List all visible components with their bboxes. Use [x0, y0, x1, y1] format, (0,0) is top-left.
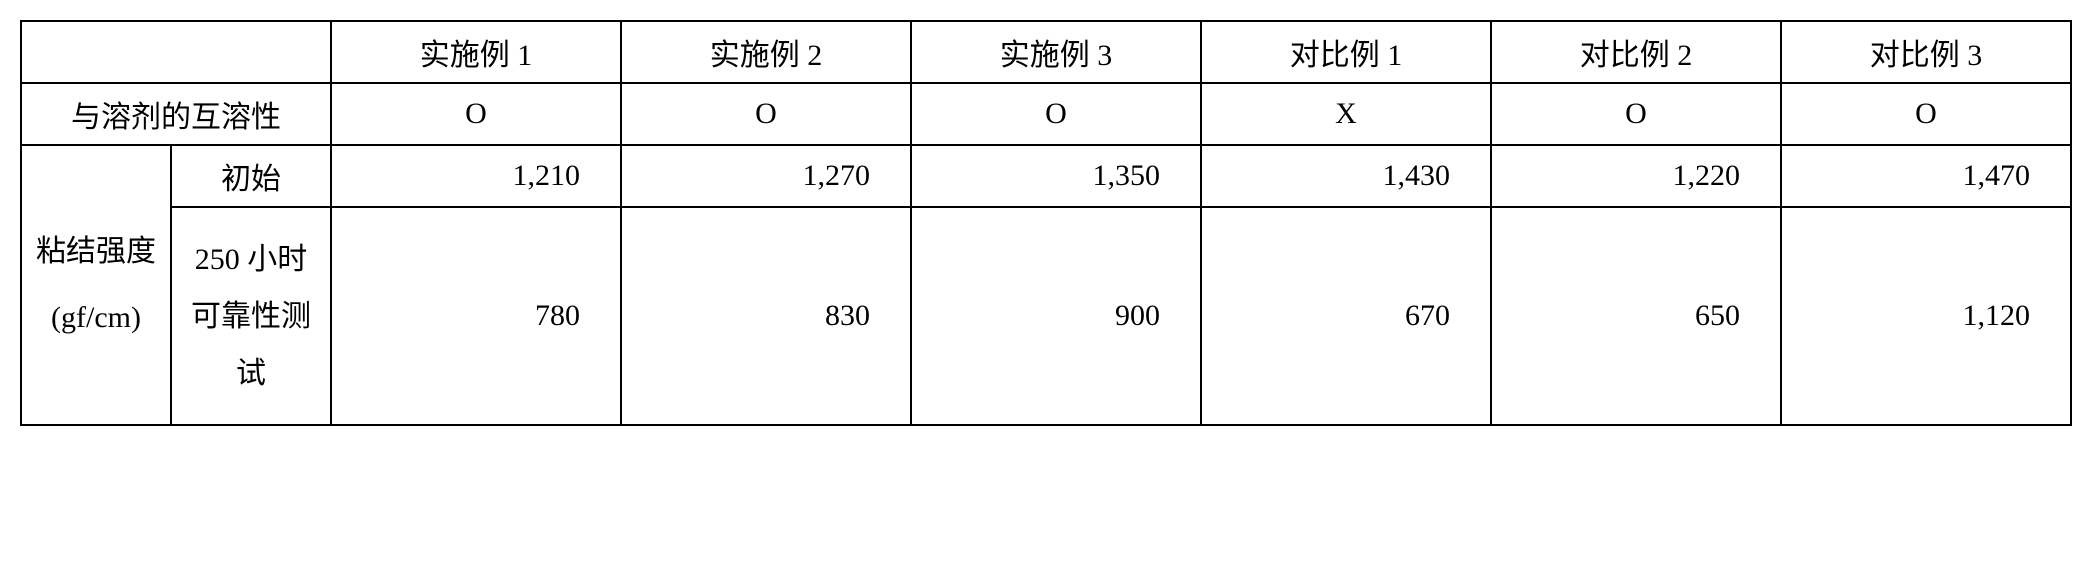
row-label-miscibility: 与溶剂的互溶性 [21, 83, 331, 145]
header-col2: 实施例 2 [621, 21, 911, 83]
cell-initial-5: 1,220 [1491, 145, 1781, 207]
header-blank [21, 21, 331, 83]
data-table: 实施例 1 实施例 2 实施例 3 对比例 1 对比例 2 对比例 3 与溶剂的… [20, 20, 2072, 426]
cell-reliability-4: 670 [1201, 207, 1491, 425]
cell-miscibility-1: O [331, 83, 621, 145]
row-label-initial: 初始 [171, 145, 331, 207]
bond-strength-unit: (gf/cm) [51, 301, 141, 334]
header-col3: 实施例 3 [911, 21, 1201, 83]
cell-miscibility-2: O [621, 83, 911, 145]
row-label-bond-strength: 粘结强度 (gf/cm) [21, 145, 171, 425]
cell-reliability-1: 780 [331, 207, 621, 425]
table-row: 粘结强度 (gf/cm) 初始 1,210 1,270 1,350 1,430 … [21, 145, 2071, 207]
cell-initial-1: 1,210 [331, 145, 621, 207]
header-col4: 对比例 1 [1201, 21, 1491, 83]
bond-strength-text: 粘结强度 [36, 235, 156, 268]
cell-reliability-6: 1,120 [1781, 207, 2071, 425]
cell-reliability-2: 830 [621, 207, 911, 425]
cell-miscibility-5: O [1491, 83, 1781, 145]
cell-reliability-5: 650 [1491, 207, 1781, 425]
header-col6: 对比例 3 [1781, 21, 2071, 83]
table-row: 与溶剂的互溶性 O O O X O O [21, 83, 2071, 145]
cell-miscibility-3: O [911, 83, 1201, 145]
cell-initial-3: 1,350 [911, 145, 1201, 207]
cell-miscibility-6: O [1781, 83, 2071, 145]
row-label-reliability: 250 小时可靠性测试 [171, 207, 331, 425]
table-row: 实施例 1 实施例 2 实施例 3 对比例 1 对比例 2 对比例 3 [21, 21, 2071, 83]
cell-initial-4: 1,430 [1201, 145, 1491, 207]
header-col1: 实施例 1 [331, 21, 621, 83]
table-row: 250 小时可靠性测试 780 830 900 670 650 1,120 [21, 207, 2071, 425]
cell-reliability-3: 900 [911, 207, 1201, 425]
cell-miscibility-4: X [1201, 83, 1491, 145]
header-col5: 对比例 2 [1491, 21, 1781, 83]
cell-initial-2: 1,270 [621, 145, 911, 207]
cell-initial-6: 1,470 [1781, 145, 2071, 207]
